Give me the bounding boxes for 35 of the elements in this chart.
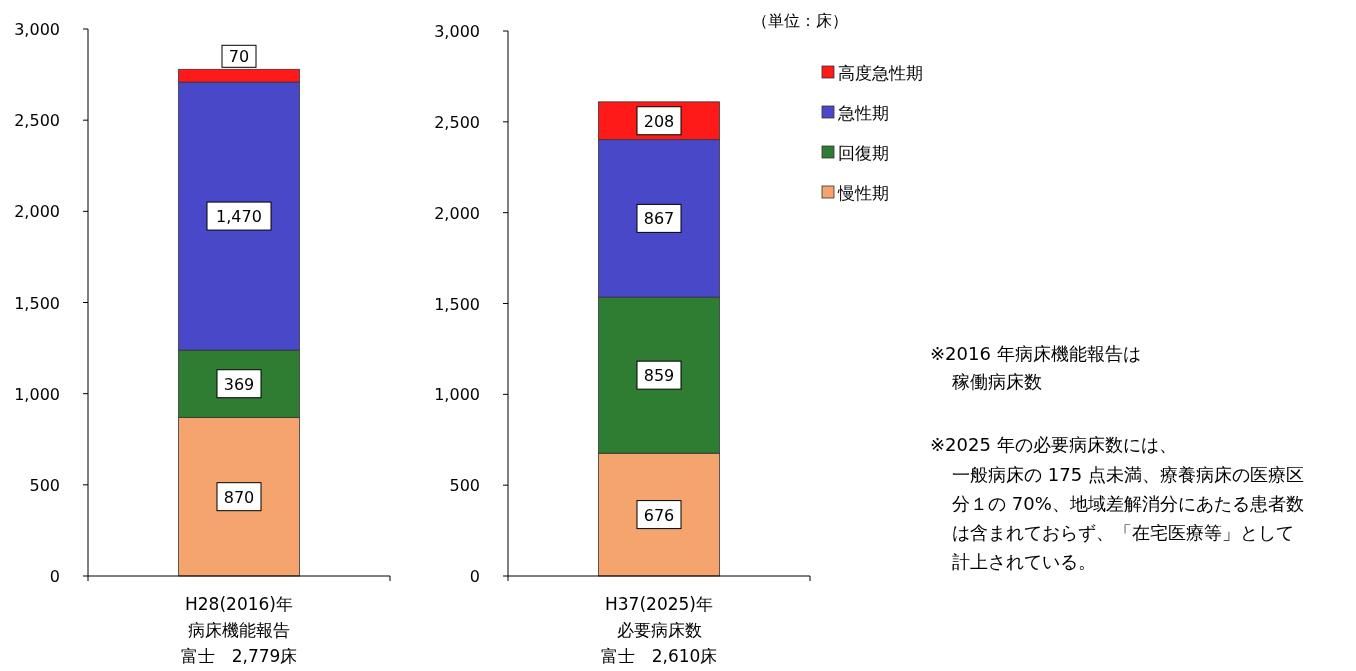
data-label: 208 [643,111,675,131]
x-tick-label: H28(2016)年病床機能報告 [185,594,293,640]
text: 一般病床の 175 点未満、療養病床の医療区分１の 70%、地域差解消分にあたる患者数は含まれておらず、「在宅医療等」として計上されている。 [952,464,1304,572]
text: （単位：床） [752,11,848,30]
x-axis-title: 富士 2,610床 [600,646,718,666]
y-tick-label: 500 [29,475,60,495]
text: ※2025 年の必要病床数には、 [930,434,1177,455]
y-tick-label: 2,500 [434,112,480,132]
y-tick-label: 1,500 [434,294,480,314]
x-axis-title: 富士 2,779床 [180,646,298,666]
data-label: 870 [223,487,255,507]
legend-label: 慢性期 [837,183,889,203]
y-tick-label: 3,000 [434,22,480,41]
y-tick-label: 2,500 [14,111,60,131]
y-tick-label: 1,500 [14,293,60,313]
y-tick-label: 0 [469,567,480,586]
data-label: 676 [643,505,675,525]
legend-label: 回復期 [838,143,889,163]
y-tick-label: 3,000 [14,20,60,39]
legend-label: 高度急性期 [838,63,923,83]
legend-label: 急性期 [837,103,889,123]
text: ※2016 年病床機能報告は [930,343,1141,364]
y-tick-label: 0 [49,567,60,586]
data-label: 369 [223,374,255,394]
y-tick-label: 1,000 [14,384,60,404]
y-tick-label: 2,000 [14,202,60,222]
data-label: 859 [643,366,675,386]
data-label: 70 [228,47,250,67]
y-tick-label: 500 [449,476,480,496]
x-tick-label: H37(2025)年必要病床数 [605,594,713,640]
text: 稼働病床数 [952,371,1042,392]
y-tick-label: 2,000 [434,203,480,223]
data-label: 867 [643,209,675,229]
y-tick-label: 1,000 [434,385,480,405]
data-label: 1,470 [216,207,262,227]
